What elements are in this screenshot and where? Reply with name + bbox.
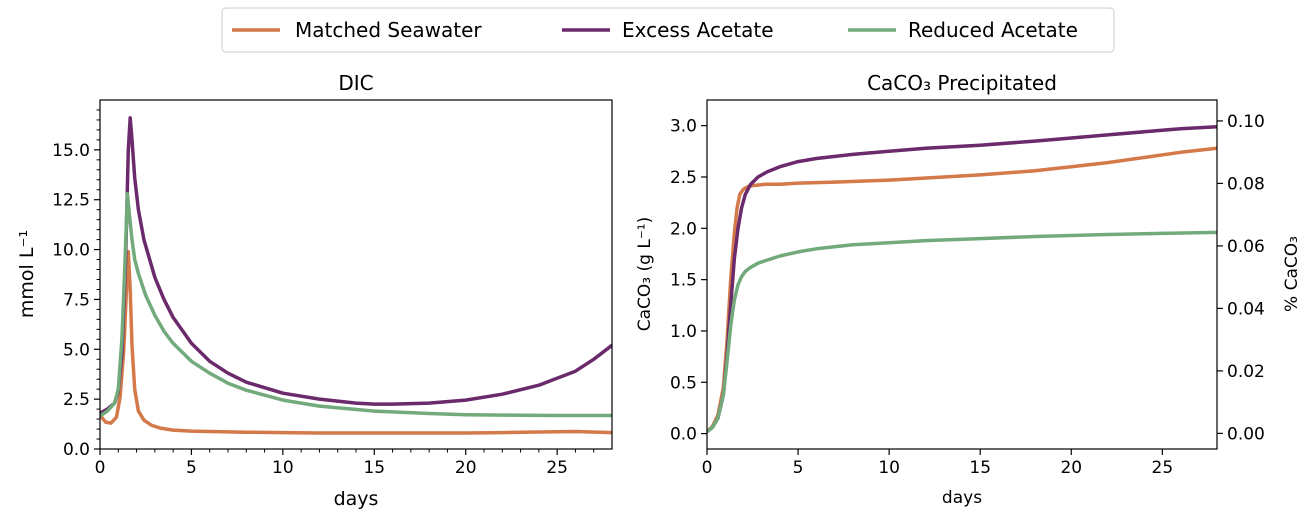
y-tick-label: 10.0 — [52, 241, 90, 261]
y-tick-label: 15.0 — [52, 141, 90, 161]
caco3-x-axis-title: days — [942, 488, 982, 508]
legend-label-reduced: Reduced Acetate — [908, 18, 1078, 42]
caco3-chart-title: CaCO₃ Precipitated — [867, 71, 1057, 95]
right-y-tick-label: 0.10 — [1227, 112, 1265, 132]
x-tick-label: 0 — [702, 458, 713, 478]
legend-label-excess: Excess Acetate — [622, 18, 774, 42]
dic-chart-title: DIC — [338, 71, 373, 95]
y-tick-label: 3.0 — [670, 117, 697, 137]
caco3-series-line-reduced — [707, 230, 1217, 434]
y-tick-label: 1.0 — [670, 322, 697, 342]
caco3-series-line-excess — [707, 124, 1217, 434]
x-tick-label: 5 — [793, 458, 804, 478]
dic-series-line-reduced — [100, 191, 612, 418]
caco3-x-ticks: 0 5 10 15 20 25 — [702, 449, 1174, 478]
x-tick-label: 0 — [95, 458, 106, 478]
legend-label-matched: Matched Seawater — [295, 18, 482, 42]
right-y-tick-label: 0.04 — [1227, 299, 1265, 319]
caco3-y-axis-title: CaCO₃ (g L⁻¹) — [635, 217, 655, 331]
dic-series-group — [100, 116, 612, 435]
caco3-series-line-matched — [707, 146, 1217, 434]
x-tick-label: 25 — [546, 458, 568, 478]
y-tick-label: 0.0 — [63, 440, 90, 460]
dic-x-axis-title: days — [334, 488, 379, 510]
caco3-chart: CaCO₃ Precipitated 0 5 10 15 20 25 0.0 0.5 1.0 1… — [635, 71, 1302, 508]
dic-series-line-matched — [100, 249, 612, 435]
right-y-tick-label: 0.06 — [1227, 237, 1265, 257]
y-tick-label: 2.0 — [670, 219, 697, 239]
right-y-tick-label: 0.00 — [1227, 424, 1265, 444]
y-tick-label: 1.5 — [670, 271, 697, 291]
x-tick-label: 15 — [969, 458, 991, 478]
y-tick-label: 0.0 — [670, 425, 697, 445]
y-tick-label: 2.5 — [670, 168, 697, 188]
dic-x-ticks: 0 5 10 15 20 25 — [95, 449, 595, 478]
legend-frame — [221, 7, 1115, 53]
right-y-tick-label: 0.08 — [1227, 174, 1265, 194]
x-tick-label: 5 — [186, 458, 197, 478]
y-tick-label: 7.5 — [63, 290, 90, 310]
x-tick-label: 25 — [1152, 458, 1174, 478]
right-y-tick-label: 0.02 — [1227, 362, 1265, 382]
dic-y-ticks: 0.0 2.5 5.0 7.5 10.0 12.5 15.0 — [52, 109, 100, 460]
y-tick-label: 12.5 — [52, 191, 90, 211]
x-tick-label: 20 — [1060, 458, 1082, 478]
dic-series-line-excess — [100, 116, 612, 415]
dic-plot-frame — [99, 99, 613, 450]
y-tick-label: 5.0 — [63, 340, 90, 360]
y-tick-label: 0.5 — [670, 373, 697, 393]
x-tick-label: 10 — [878, 458, 900, 478]
dic-y-axis-title: mmol L⁻¹ — [16, 230, 38, 318]
caco3-y-ticks: 0.0 0.5 1.0 1.5 2.0 2.5 3.0 — [670, 117, 707, 445]
legend: Matched Seawater Excess Acetate Reduced … — [221, 7, 1115, 53]
x-tick-label: 10 — [272, 458, 294, 478]
caco3-plot-frame — [706, 99, 1218, 450]
caco3-right-y-axis-title: % CaCO₃ — [1282, 236, 1302, 312]
x-tick-label: 15 — [363, 458, 385, 478]
y-tick-label: 2.5 — [63, 390, 90, 410]
x-tick-label: 20 — [455, 458, 477, 478]
caco3-right-y-ticks: 0.00 0.02 0.04 0.06 0.08 0.10 — [1217, 112, 1265, 444]
caco3-series-group — [707, 124, 1217, 434]
dic-chart: DIC 0 5 10 15 20 25 0.02.55.07.510.012.515.0 … — [16, 71, 613, 510]
